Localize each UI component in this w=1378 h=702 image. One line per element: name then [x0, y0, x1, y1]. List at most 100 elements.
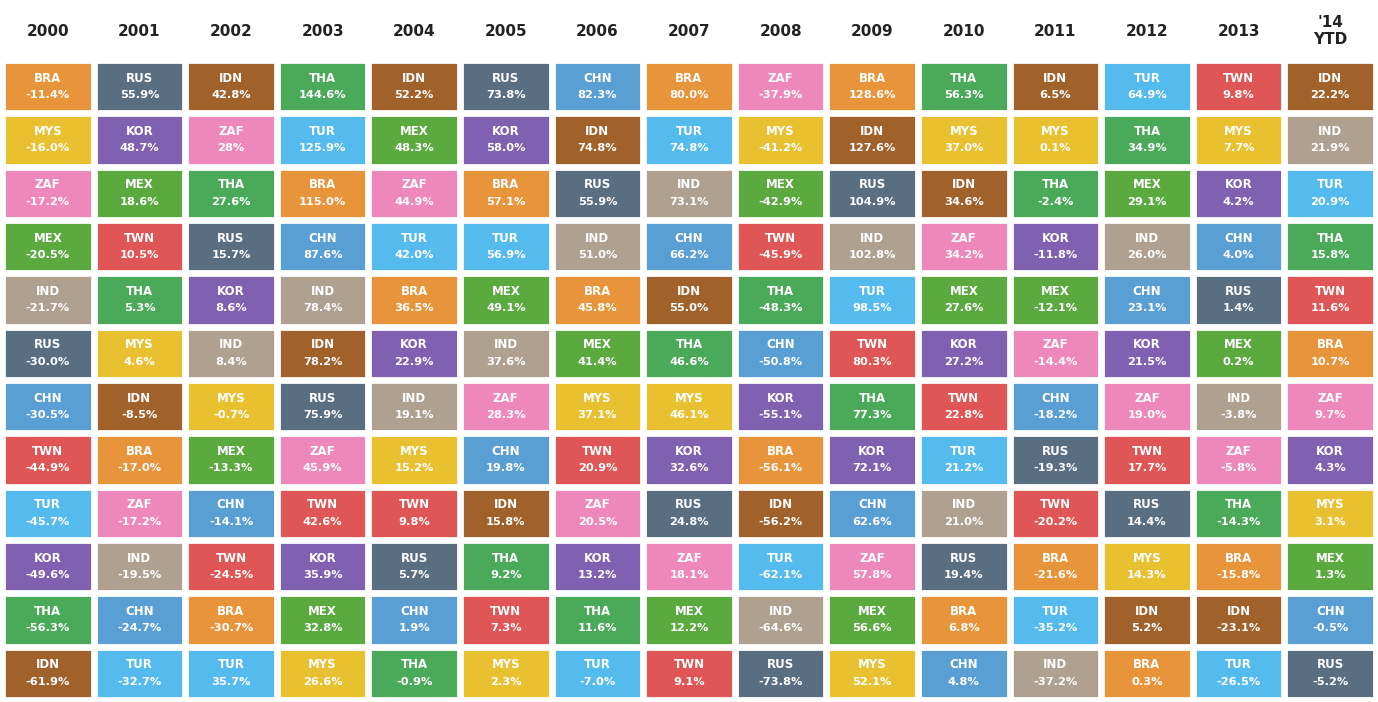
Text: -50.8%: -50.8%: [758, 357, 803, 366]
FancyBboxPatch shape: [1195, 435, 1283, 484]
Text: 34.9%: 34.9%: [1127, 143, 1167, 153]
Text: TWN: TWN: [857, 338, 887, 352]
Text: 27.6%: 27.6%: [211, 197, 251, 206]
Text: TUR: TUR: [218, 658, 244, 671]
Text: MEX: MEX: [583, 338, 612, 352]
Text: -44.9%: -44.9%: [26, 463, 70, 473]
Text: 26.6%: 26.6%: [303, 677, 342, 687]
FancyBboxPatch shape: [1104, 168, 1191, 218]
FancyBboxPatch shape: [462, 489, 550, 538]
Text: 1.3%: 1.3%: [1315, 570, 1346, 580]
Text: MEX: MEX: [492, 285, 520, 298]
Text: 20.9%: 20.9%: [1310, 197, 1350, 206]
FancyBboxPatch shape: [1195, 542, 1283, 591]
FancyBboxPatch shape: [554, 168, 641, 218]
FancyBboxPatch shape: [645, 595, 733, 644]
Text: 11.6%: 11.6%: [1310, 303, 1350, 313]
Text: 82.3%: 82.3%: [577, 90, 617, 100]
Text: THA: THA: [34, 605, 62, 618]
Text: 5.3%: 5.3%: [124, 303, 156, 313]
FancyBboxPatch shape: [462, 435, 550, 484]
Text: 75.9%: 75.9%: [303, 410, 342, 420]
FancyBboxPatch shape: [1104, 649, 1191, 698]
Text: IDN: IDN: [1135, 605, 1159, 618]
Text: TWN: TWN: [948, 392, 980, 405]
Text: 9.8%: 9.8%: [398, 517, 430, 526]
Text: -56.2%: -56.2%: [758, 517, 803, 526]
Text: -61.9%: -61.9%: [26, 677, 70, 687]
Text: 34.6%: 34.6%: [944, 197, 984, 206]
Text: KOR: KOR: [1225, 178, 1253, 192]
Text: 4.0%: 4.0%: [1222, 250, 1254, 260]
FancyBboxPatch shape: [1287, 382, 1374, 431]
FancyBboxPatch shape: [1011, 62, 1100, 112]
Text: THA: THA: [584, 605, 610, 618]
Text: 57.8%: 57.8%: [853, 570, 892, 580]
FancyBboxPatch shape: [1011, 489, 1100, 538]
Text: 46.6%: 46.6%: [670, 357, 708, 366]
Text: 21.2%: 21.2%: [944, 463, 984, 473]
FancyBboxPatch shape: [95, 222, 183, 272]
Text: -62.1%: -62.1%: [758, 570, 803, 580]
Text: 144.6%: 144.6%: [299, 90, 346, 100]
FancyBboxPatch shape: [921, 168, 1007, 218]
Text: THA: THA: [309, 72, 336, 85]
Text: MYS: MYS: [1042, 125, 1069, 138]
Text: 57.1%: 57.1%: [486, 197, 525, 206]
Text: ZAF: ZAF: [310, 445, 335, 458]
Text: KOR: KOR: [949, 338, 977, 352]
Text: 2010: 2010: [943, 23, 985, 39]
FancyBboxPatch shape: [1104, 542, 1191, 591]
Text: -0.7%: -0.7%: [212, 410, 249, 420]
Text: -55.1%: -55.1%: [758, 410, 802, 420]
FancyBboxPatch shape: [921, 62, 1007, 112]
FancyBboxPatch shape: [737, 329, 824, 378]
FancyBboxPatch shape: [462, 329, 550, 378]
FancyBboxPatch shape: [828, 595, 916, 644]
Text: 87.6%: 87.6%: [303, 250, 342, 260]
Text: ZAF: ZAF: [860, 552, 885, 565]
Text: TWN: TWN: [1131, 445, 1163, 458]
FancyBboxPatch shape: [1195, 595, 1283, 644]
FancyBboxPatch shape: [645, 435, 733, 484]
FancyBboxPatch shape: [4, 489, 91, 538]
FancyBboxPatch shape: [554, 542, 641, 591]
Text: 78.2%: 78.2%: [303, 357, 342, 366]
FancyBboxPatch shape: [828, 222, 916, 272]
Text: CHN: CHN: [400, 605, 429, 618]
Text: BRA: BRA: [1042, 552, 1069, 565]
FancyBboxPatch shape: [4, 168, 91, 218]
Text: KOR: KOR: [858, 445, 886, 458]
FancyBboxPatch shape: [371, 168, 457, 218]
Text: 73.8%: 73.8%: [486, 90, 525, 100]
Text: 7.7%: 7.7%: [1222, 143, 1254, 153]
FancyBboxPatch shape: [737, 435, 824, 484]
Text: 36.5%: 36.5%: [394, 303, 434, 313]
Text: 19.4%: 19.4%: [944, 570, 984, 580]
FancyBboxPatch shape: [278, 649, 367, 698]
FancyBboxPatch shape: [4, 435, 91, 484]
FancyBboxPatch shape: [1011, 542, 1100, 591]
Text: RUS: RUS: [1225, 285, 1253, 298]
Text: -24.7%: -24.7%: [117, 623, 161, 633]
FancyBboxPatch shape: [737, 595, 824, 644]
Text: IND: IND: [127, 552, 152, 565]
Text: TWN: TWN: [1224, 72, 1254, 85]
Text: MYS: MYS: [33, 125, 62, 138]
Text: -7.0%: -7.0%: [579, 677, 616, 687]
Text: 20.9%: 20.9%: [577, 463, 617, 473]
Text: 10.5%: 10.5%: [120, 250, 158, 260]
FancyBboxPatch shape: [4, 542, 91, 591]
FancyBboxPatch shape: [1287, 649, 1374, 698]
Text: BRA: BRA: [858, 72, 886, 85]
Text: CHN: CHN: [675, 232, 703, 245]
Text: 22.9%: 22.9%: [394, 357, 434, 366]
FancyBboxPatch shape: [921, 649, 1007, 698]
Text: CHN: CHN: [216, 498, 245, 512]
Text: IDN: IDN: [310, 338, 335, 352]
Text: IDN: IDN: [219, 72, 243, 85]
Text: 51.0%: 51.0%: [577, 250, 617, 260]
FancyBboxPatch shape: [187, 62, 274, 112]
Text: 56.9%: 56.9%: [486, 250, 525, 260]
Text: MEX: MEX: [1224, 338, 1253, 352]
